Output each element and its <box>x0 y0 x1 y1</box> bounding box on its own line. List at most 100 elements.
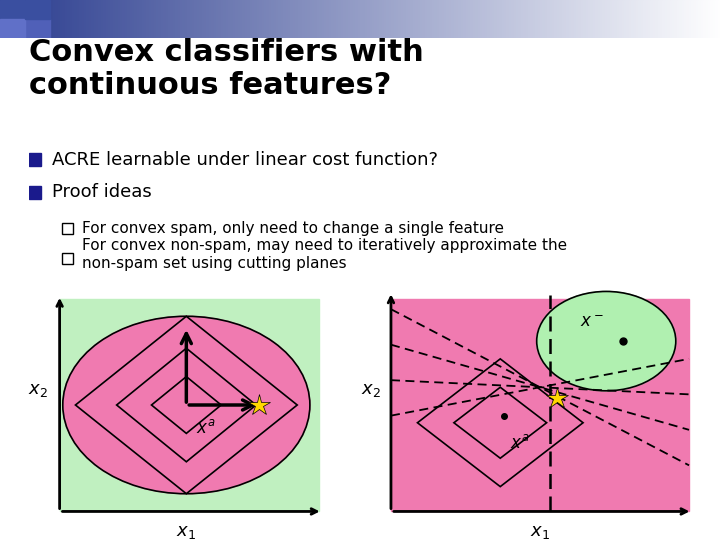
Bar <box>686 0 689 38</box>
Bar <box>34 0 36 38</box>
Bar <box>290 0 293 38</box>
Bar <box>72 0 74 38</box>
Bar <box>523 0 526 38</box>
Bar <box>670 0 672 38</box>
Bar <box>549 0 552 38</box>
Bar <box>300 0 302 38</box>
Bar <box>257 0 259 38</box>
Bar <box>31 0 34 38</box>
Bar <box>27 0 29 38</box>
Bar <box>718 0 720 38</box>
Bar <box>502 0 504 38</box>
Bar <box>374 0 377 38</box>
Bar <box>538 0 540 38</box>
Bar <box>564 0 567 38</box>
Bar <box>439 0 441 38</box>
Bar <box>516 0 518 38</box>
Bar <box>441 0 444 38</box>
Bar <box>495 0 497 38</box>
Bar <box>415 0 418 38</box>
Bar <box>626 0 629 38</box>
Bar <box>612 0 614 38</box>
Bar <box>194 0 197 38</box>
Bar <box>708 0 711 38</box>
Bar <box>408 0 410 38</box>
Bar <box>7 0 9 38</box>
Bar <box>293 0 295 38</box>
Bar <box>473 0 475 38</box>
Bar <box>307 0 310 38</box>
Bar <box>319 0 322 38</box>
Ellipse shape <box>63 316 310 494</box>
Bar <box>480 0 482 38</box>
Bar <box>693 0 696 38</box>
Bar <box>197 0 199 38</box>
Bar <box>132 0 135 38</box>
Text: For convex spam, only need to change a single feature: For convex spam, only need to change a s… <box>82 221 504 236</box>
Bar <box>187 0 189 38</box>
Bar <box>192 0 194 38</box>
Bar <box>243 0 245 38</box>
Bar <box>99 0 101 38</box>
Bar <box>189 0 192 38</box>
Bar <box>499 0 502 38</box>
Text: ACRE learnable under linear cost function?: ACRE learnable under linear cost functio… <box>52 151 438 169</box>
Bar <box>521 0 523 38</box>
Bar <box>554 0 557 38</box>
Bar <box>146 0 149 38</box>
Bar <box>271 0 274 38</box>
Bar <box>715 0 718 38</box>
Bar <box>276 0 279 38</box>
Bar <box>444 0 446 38</box>
Bar <box>202 0 204 38</box>
Bar <box>571 0 574 38</box>
Bar <box>384 0 387 38</box>
Text: $x_1$: $x_1$ <box>176 523 197 540</box>
Bar <box>106 0 108 38</box>
Bar <box>485 0 487 38</box>
Bar <box>394 0 396 38</box>
Bar <box>199 0 202 38</box>
Bar <box>581 0 583 38</box>
Bar <box>636 0 639 38</box>
Bar <box>425 0 427 38</box>
Bar <box>279 0 281 38</box>
Bar <box>351 0 353 38</box>
Bar <box>585 0 588 38</box>
Bar <box>653 0 655 38</box>
Bar <box>153 0 156 38</box>
Bar <box>531 0 533 38</box>
Bar <box>50 0 53 38</box>
Bar <box>209 0 211 38</box>
Bar <box>646 0 648 38</box>
Bar <box>74 0 77 38</box>
Bar <box>230 0 233 38</box>
Bar <box>639 0 641 38</box>
Bar <box>103 0 106 38</box>
Bar <box>372 0 374 38</box>
Bar <box>348 0 351 38</box>
Bar <box>168 0 171 38</box>
Bar <box>166 0 168 38</box>
Bar <box>125 0 127 38</box>
Bar <box>175 0 178 38</box>
Bar <box>379 0 382 38</box>
Bar <box>487 0 490 38</box>
Bar <box>689 0 691 38</box>
Bar <box>655 0 657 38</box>
Bar <box>679 0 682 38</box>
Bar <box>629 0 631 38</box>
Bar <box>391 0 394 38</box>
Bar <box>607 0 610 38</box>
Bar <box>149 0 151 38</box>
Bar <box>396 0 398 38</box>
Bar <box>288 0 290 38</box>
Bar <box>401 0 403 38</box>
Bar <box>430 0 432 38</box>
Bar <box>295 0 297 38</box>
Bar <box>711 0 713 38</box>
Bar <box>331 0 333 38</box>
Bar <box>113 0 115 38</box>
Bar <box>36 0 38 38</box>
Bar <box>60 299 320 511</box>
